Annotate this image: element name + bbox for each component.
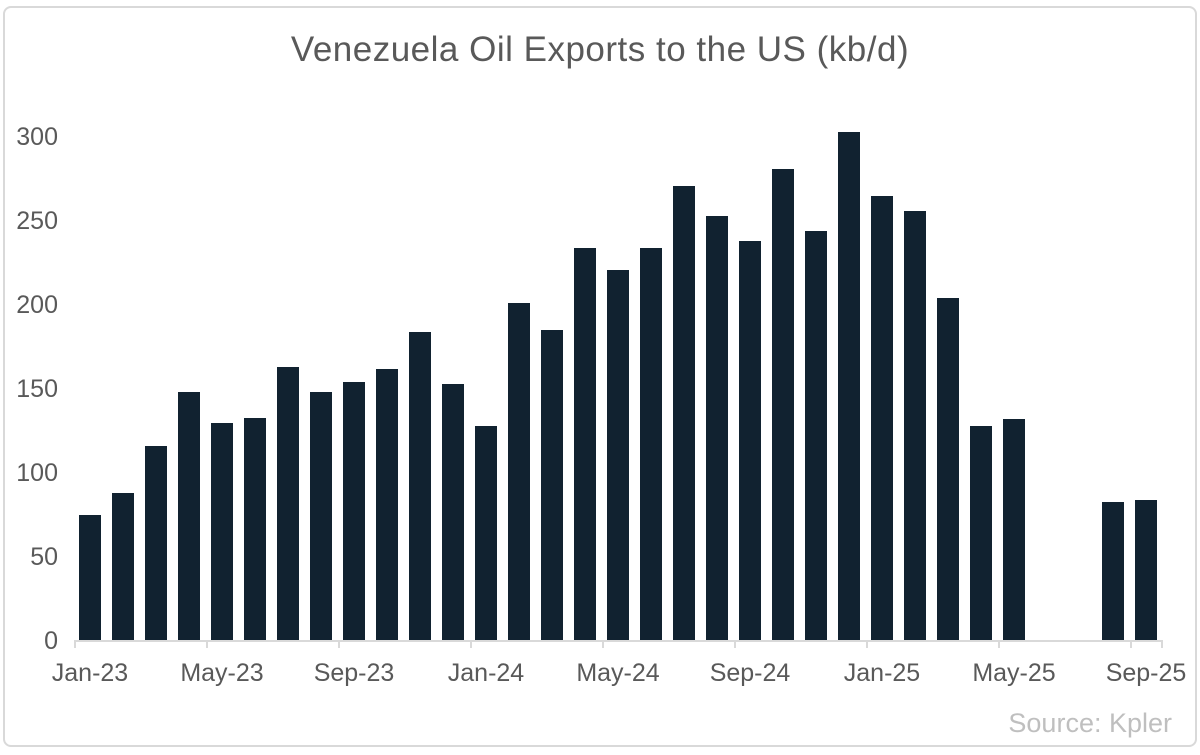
x-axis-tick xyxy=(865,641,868,648)
x-tick-label: Jan-24 xyxy=(447,659,525,687)
bar-May-23 xyxy=(210,422,234,641)
x-axis-tick xyxy=(601,641,604,648)
bar-Nov-23 xyxy=(408,331,432,641)
y-tick-label: 150 xyxy=(16,375,58,403)
bar-Jul-23 xyxy=(276,367,300,641)
x-tick-label: May-24 xyxy=(576,659,660,687)
bar-Dec-23 xyxy=(441,383,465,641)
bar-Jan-23 xyxy=(78,515,102,641)
bar-Mar-23 xyxy=(144,446,168,641)
x-tick-label: Sep-25 xyxy=(1105,659,1187,687)
bar-Apr-24 xyxy=(573,247,597,641)
bar-Mar-25 xyxy=(936,298,960,641)
bar-Feb-25 xyxy=(903,210,927,641)
x-axis-tick xyxy=(469,641,472,648)
bar-Jul-24 xyxy=(672,185,696,641)
x-axis-tick xyxy=(205,641,208,648)
bar-Dec-24 xyxy=(837,131,861,641)
x-tick-label: Jan-25 xyxy=(843,659,921,687)
x-tick-label: Sep-24 xyxy=(709,659,791,687)
bar-Jun-23 xyxy=(243,417,267,641)
x-tick-label: May-23 xyxy=(180,659,264,687)
bar-Feb-23 xyxy=(111,493,135,641)
x-axis-line xyxy=(73,640,1163,642)
bar-Sep-23 xyxy=(342,382,366,641)
x-tick-label: May-25 xyxy=(972,659,1056,687)
x-axis-tick xyxy=(73,641,76,648)
bar-Aug-24 xyxy=(705,215,729,641)
bar-Nov-24 xyxy=(804,231,828,641)
bar-May-24 xyxy=(606,269,630,641)
x-axis-tick xyxy=(1129,641,1132,648)
bar-Mar-24 xyxy=(540,330,564,641)
bar-Aug-23 xyxy=(309,392,333,641)
x-axis-tick xyxy=(337,641,340,648)
x-tick-label: Sep-23 xyxy=(313,659,395,687)
bar-May-25 xyxy=(1002,419,1026,641)
y-tick-label: 300 xyxy=(16,123,58,151)
bar-Sep-24 xyxy=(738,241,762,641)
x-axis-tick xyxy=(733,641,736,648)
source-label: Source: Kpler xyxy=(1008,708,1172,738)
y-tick-label: 200 xyxy=(16,291,58,319)
y-tick-label: 250 xyxy=(16,207,58,235)
bar-Apr-23 xyxy=(177,392,201,641)
bar-Apr-25 xyxy=(969,425,993,641)
bar-Feb-24 xyxy=(507,303,531,641)
bar-Jun-24 xyxy=(639,247,663,641)
x-tick-label: Jan-23 xyxy=(51,659,129,687)
y-tick-label: 0 xyxy=(44,627,58,655)
chart-title: Venezuela Oil Exports to the US (kb/d) xyxy=(290,30,910,69)
x-axis-tick xyxy=(1160,641,1163,648)
bar-Jan-25 xyxy=(870,195,894,641)
bar-Oct-23 xyxy=(375,368,399,641)
bar-Jan-24 xyxy=(474,425,498,641)
bar-Oct-24 xyxy=(771,168,795,641)
x-axis-tick xyxy=(997,641,1000,648)
bar-Aug-25 xyxy=(1101,501,1125,641)
y-tick-label: 100 xyxy=(16,459,58,487)
bar-Sep-25 xyxy=(1134,499,1158,641)
y-tick-label: 50 xyxy=(30,543,58,571)
